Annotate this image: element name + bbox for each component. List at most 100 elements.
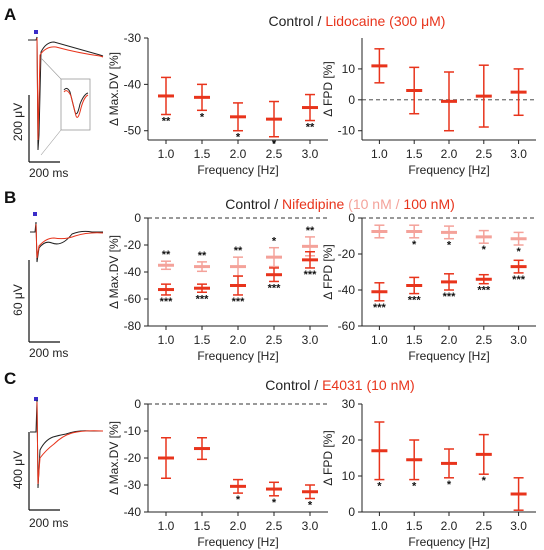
y-tick-label: -60: [124, 292, 142, 306]
inset-connector: [40, 129, 62, 156]
chart-B-fpd: -60 -40 -20 0 1.0 1.5 2.0 2.5 3.0 Frequency [Hz] Δ…: [321, 211, 536, 363]
x-tick-label: 2.5: [266, 333, 283, 347]
significance-label: ***: [304, 269, 318, 281]
y-tick-label: -20: [338, 247, 356, 261]
x-tick-label: 2.5: [266, 147, 283, 161]
title-drug: E4031 (10 nM): [322, 377, 415, 393]
y-tick-label: -50: [124, 124, 142, 138]
y-tick-label: 0: [134, 211, 141, 225]
title-drug: Lidocaine (300 μM): [325, 13, 445, 29]
title-mid: /: [392, 196, 404, 212]
x-tick-label: 1.0: [158, 519, 175, 533]
x-tick-label: 1.5: [194, 333, 211, 347]
panel-letter-c: C: [4, 369, 16, 388]
x-tick-label: 3.0: [302, 147, 319, 161]
inset-connector: [40, 57, 62, 80]
x-tick-label: 1.0: [158, 333, 175, 347]
trace-a: 200 μV 200 ms: [11, 30, 104, 180]
significance-label: **: [162, 116, 171, 128]
voltage-scale-label: 400 μV: [11, 451, 25, 489]
x-axis-label: Frequency [Hz]: [197, 535, 278, 549]
significance-label: ***: [196, 293, 210, 305]
y-tick-label: 10: [342, 62, 356, 76]
significance-label: **: [306, 122, 315, 134]
x-axis-label: Frequency [Hz]: [408, 535, 489, 549]
significance-label: *: [236, 132, 241, 144]
x-tick-label: 3.0: [510, 519, 527, 533]
y-tick-label: 0: [348, 93, 355, 107]
stim-marker: [34, 30, 38, 34]
significance-label: **: [306, 225, 315, 237]
panel-a: A Control / Lidocaine (300 μM) 200 μV 20…: [4, 5, 445, 180]
significance-label: *: [482, 244, 487, 256]
x-axis-label: Frequency [Hz]: [408, 349, 489, 363]
y-tick-label: -20: [124, 238, 142, 252]
title-drug-high: 100 nM): [403, 196, 454, 212]
panel-b-title: Control / Nifedipine (10 nM / 100 nM): [225, 196, 455, 212]
y-tick-label: 10: [342, 469, 356, 483]
title-drug: Nifedipine: [282, 196, 348, 212]
panel-b: B Control / Nifedipine (10 nM / 100 nM) …: [4, 188, 455, 360]
x-tick-label: 2.0: [230, 333, 247, 347]
panel-c-title: Control / E4031 (10 nM): [265, 377, 414, 393]
significance-label: ***: [408, 295, 422, 307]
y-tick-label: -40: [124, 505, 142, 519]
y-axis-label: Δ FPD [%]: [321, 244, 335, 299]
title-sep: /: [310, 377, 322, 393]
stim-marker: [34, 397, 38, 401]
y-axis-label: Δ Max.DV [%]: [107, 235, 121, 309]
time-scale-label: 200 ms: [29, 346, 68, 360]
chart-B-maxdv: -80 -60 -40 -20 0 1.0 1.5 2.0 2.5 3.0 Frequency [H…: [107, 211, 328, 363]
y-tick-label: -40: [338, 283, 356, 297]
panel-c: C Control / E4031 (10 nM) 400 μV 200 ms: [4, 369, 415, 530]
significance-label: *: [308, 500, 313, 512]
drug-trace: [35, 223, 104, 259]
stim-marker: [33, 212, 37, 216]
x-tick-label: 1.0: [371, 147, 388, 161]
x-tick-label: 1.5: [194, 147, 211, 161]
significance-label: **: [198, 250, 207, 262]
x-tick-label: 3.0: [302, 333, 319, 347]
control-trace: [30, 221, 103, 263]
significance-label: ***: [443, 291, 457, 303]
x-tick-label: 2.5: [475, 147, 492, 161]
significance-label: *: [412, 239, 417, 251]
trace-b: 60 μV 200 ms: [11, 212, 104, 360]
x-tick-label: 2.0: [441, 519, 458, 533]
chart-C-maxdv: -40 -30 -20 -10 0 1.0 1.5 2.0 2.5 3.0 Frequency [H…: [107, 397, 328, 549]
title-control: Control: [225, 196, 270, 212]
significance-label: *: [272, 236, 277, 248]
x-tick-label: 1.5: [406, 519, 423, 533]
y-tick-label: -80: [124, 319, 142, 333]
y-tick-label: 0: [348, 211, 355, 225]
significance-label: *: [447, 240, 452, 252]
x-tick-label: 1.5: [406, 333, 423, 347]
y-axis-label: Δ FPD [%]: [321, 61, 335, 116]
y-axis-label: Δ FPD [%]: [321, 430, 335, 485]
control-trace: [30, 399, 103, 489]
x-axis-label: Frequency [Hz]: [408, 163, 489, 177]
x-tick-label: 2.0: [441, 147, 458, 161]
chart-C-fpd: 0 10 20 30 1.0 1.5 2.0 2.5 3.0 Frequency [Hz] Δ FP…: [321, 397, 536, 549]
time-scale-label: 200 ms: [29, 166, 68, 180]
y-tick-label: -30: [124, 478, 142, 492]
chart-A-maxdv: -50 -40 -30 1.0 1.5 2.0 2.5 3.0 Frequency [Hz] Δ …: [107, 31, 328, 177]
significance-label: **: [162, 249, 171, 261]
y-tick-label: -40: [124, 77, 142, 91]
x-tick-label: 1.0: [158, 147, 175, 161]
x-axis-label: Frequency [Hz]: [197, 163, 278, 177]
y-tick-label: 30: [342, 397, 356, 411]
inset-control-trace: [63, 87, 89, 115]
drug-trace: [36, 401, 104, 485]
trace-c: 400 μV 200 ms: [11, 397, 104, 530]
significance-label: *: [482, 475, 487, 487]
voltage-scale-label: 60 μV: [11, 284, 25, 316]
x-tick-label: 1.0: [371, 519, 388, 533]
y-tick-label: 0: [348, 505, 355, 519]
x-tick-label: 1.5: [194, 519, 211, 533]
charts-layer: -50 -40 -30 1.0 1.5 2.0 2.5 3.0 Frequency [Hz] Δ …: [107, 31, 536, 549]
significance-label: *: [272, 138, 277, 150]
y-tick-label: -40: [124, 265, 142, 279]
y-tick-label: 0: [134, 397, 141, 411]
